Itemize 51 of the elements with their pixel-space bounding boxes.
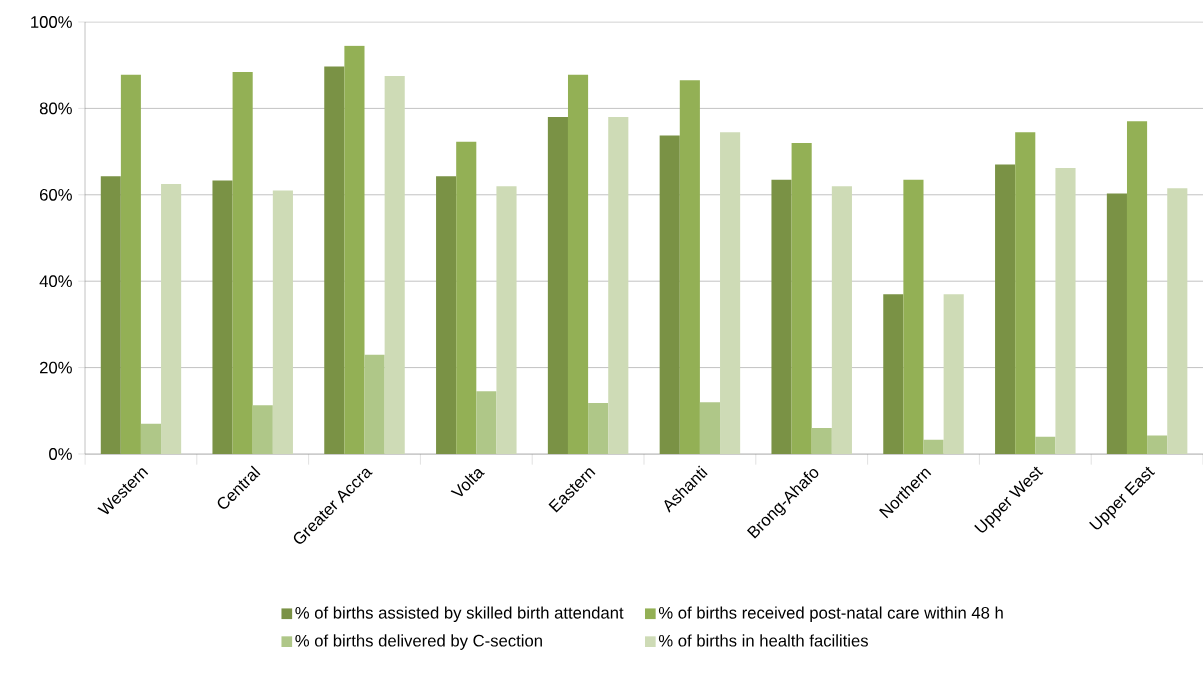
bar: [436, 176, 457, 454]
bar: [679, 80, 700, 454]
bar: [923, 439, 944, 454]
bar: [1167, 188, 1188, 454]
legend-label: % of births assisted by skilled birth attendant: [295, 606, 624, 622]
bar: [883, 294, 904, 454]
bar: [771, 179, 792, 454]
bar: [791, 142, 812, 454]
bar: [496, 186, 517, 454]
legend-label: % of births received post-natal care within 48 h: [658, 606, 1003, 622]
x-tick-label: Volta: [450, 469, 485, 497]
bar: [364, 354, 385, 454]
bar: [161, 183, 182, 454]
bar: [1147, 435, 1168, 454]
y-tick-label: 0%: [49, 448, 72, 460]
bar: [384, 75, 405, 454]
bar: [272, 190, 293, 454]
bar: [831, 186, 852, 454]
bar: [903, 179, 924, 454]
bar: [232, 72, 253, 454]
bar: [1126, 121, 1148, 454]
bar: [567, 74, 589, 454]
y-tick-label: 20%: [40, 361, 72, 374]
bar: [324, 66, 345, 454]
bar: [1055, 168, 1076, 454]
bar: [100, 176, 121, 454]
bar: [547, 117, 568, 454]
bar: [720, 132, 741, 454]
y-tick-label: 60%: [40, 188, 72, 201]
y-tick-label: 100%: [31, 16, 72, 28]
bar: [1015, 132, 1036, 454]
bar: [1106, 193, 1127, 454]
bar: [1035, 436, 1056, 454]
bar: [120, 74, 141, 454]
legend-label: % of births delivered by C-section: [295, 634, 542, 650]
bar: [344, 45, 365, 454]
bar: [699, 402, 721, 454]
bar: [212, 180, 233, 454]
bar: [608, 117, 629, 454]
legend-label: % of births in health facilities: [658, 634, 868, 647]
bar: [588, 403, 609, 454]
y-tick-label: 80%: [39, 102, 72, 115]
bar: [943, 294, 964, 454]
bar: [252, 405, 273, 454]
bar: [811, 428, 832, 454]
y-tick-label: 40%: [39, 275, 72, 288]
bar: [456, 141, 477, 454]
bar: [140, 423, 162, 454]
bar: [995, 164, 1016, 454]
bar: [659, 135, 680, 454]
bar: [476, 391, 497, 454]
